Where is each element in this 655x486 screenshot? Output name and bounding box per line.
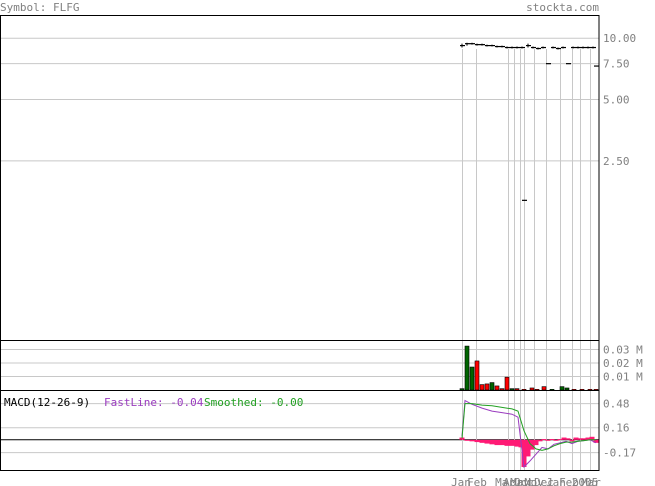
macd-histogram-bar	[545, 439, 551, 441]
macd-histogram-bar	[585, 437, 591, 440]
macd-fastline	[461, 399, 597, 469]
macd-histogram-bar	[499, 439, 505, 446]
macd-histogram-bar	[569, 439, 575, 442]
volume-bar	[509, 388, 515, 391]
x-tick-label: Oct	[514, 476, 534, 486]
macd-histogram-bar	[459, 437, 465, 440]
site-name: stockta.com	[526, 1, 599, 14]
x-tick-label: May	[510, 476, 530, 486]
macd-histogram-bar	[479, 439, 485, 443]
macd-histogram-bar	[557, 439, 563, 441]
macd-histogram-bar	[577, 438, 583, 440]
macd-tick-label: 0.16	[603, 422, 630, 435]
macd-smoothed-line	[461, 403, 596, 451]
macd-smoothed-label: Smoothed: -0.00	[204, 396, 303, 409]
volume-bar	[469, 366, 475, 391]
volume-bar	[499, 388, 505, 391]
macd-histogram-bar	[533, 439, 539, 446]
volume-tick-label: 0.03 M	[603, 343, 643, 356]
volume-bar	[474, 360, 480, 391]
macd-histogram-bar	[573, 437, 579, 440]
price-panel-frame	[0, 15, 600, 341]
macd-histogram-bar	[553, 439, 559, 441]
volume-bar	[459, 388, 465, 391]
macd-histogram-bar	[593, 439, 599, 443]
x-tick-label: Jan	[451, 476, 471, 486]
macd-histogram-bar	[509, 439, 515, 446]
macd-panel-frame	[0, 390, 600, 471]
macd-histogram-bar	[521, 439, 527, 467]
macd-histogram-bar	[525, 439, 531, 457]
x-tick-label: Dec	[534, 476, 554, 486]
volume-bar	[541, 386, 547, 391]
macd-histogram-bar	[561, 437, 567, 440]
macd-histogram-bar	[489, 439, 495, 445]
macd-histogram-bar	[504, 439, 510, 446]
volume-bar	[494, 385, 500, 391]
x-tick-label: Mar	[581, 476, 601, 486]
price-tick-label: 10.00	[603, 32, 636, 45]
month-gridlines	[462, 49, 591, 470]
x-tick-label: Feb	[559, 476, 579, 486]
macd-histogram-bar	[514, 439, 520, 447]
volume-bars	[459, 345, 599, 391]
x-tick-label: Mar	[495, 476, 515, 486]
macd-marks	[459, 399, 599, 469]
macd-histogram-bar	[565, 438, 571, 440]
volume-bar	[559, 386, 565, 391]
volume-bar	[479, 384, 485, 391]
macd-histogram-bar	[474, 439, 480, 443]
y-axis-tick-labels: 10.00 7.50 5.00 2.50 0.03 M0.02 M0.01 M 0.48 0…	[603, 32, 643, 459]
price-marks	[460, 42, 599, 201]
macd-histogram-bar	[549, 439, 555, 441]
volume-bar	[514, 388, 520, 391]
x-tick-label: Jan	[546, 476, 566, 486]
macd-tick-label: -0.17	[603, 447, 636, 460]
price-tick-label: 2.50	[603, 155, 630, 168]
macd-histogram-bar	[484, 439, 490, 444]
volume-bar	[464, 345, 470, 391]
macd-histogram-bar	[581, 438, 587, 440]
volume-tick-label: 0.01 M	[603, 370, 643, 383]
volume-tick-label: 0.02 M	[603, 357, 643, 370]
macd-histogram-bar	[494, 439, 500, 446]
panel-frames	[0, 15, 600, 471]
macd-histogram-bar	[537, 439, 543, 442]
x-tick-label: 2005	[572, 476, 599, 486]
x-tick-label: Nov	[524, 476, 544, 486]
volume-bar	[484, 383, 490, 391]
macd-tick-label: 0.48	[603, 398, 630, 411]
volume-bar	[564, 387, 570, 391]
price-tick-label: 7.50	[603, 58, 630, 71]
macd-title: MACD(12-26-9)	[4, 396, 90, 409]
macd-histogram-bar	[464, 439, 470, 441]
x-tick-label: Apr	[503, 476, 523, 486]
macd-histogram-bar	[541, 439, 547, 441]
symbol-label: Symbol: FLFG	[0, 1, 79, 14]
macd-fastline-label: FastLine: -0.04	[104, 396, 204, 409]
volume-bar	[504, 376, 510, 391]
macd-histogram-bar	[589, 436, 595, 440]
volume-bar	[529, 387, 535, 391]
x-tick-label: Feb	[467, 476, 487, 486]
grid-lines	[0, 37, 599, 454]
price-tick-label: 5.00	[603, 94, 630, 107]
macd-histogram-bar	[469, 439, 475, 442]
volume-bar	[489, 382, 495, 391]
